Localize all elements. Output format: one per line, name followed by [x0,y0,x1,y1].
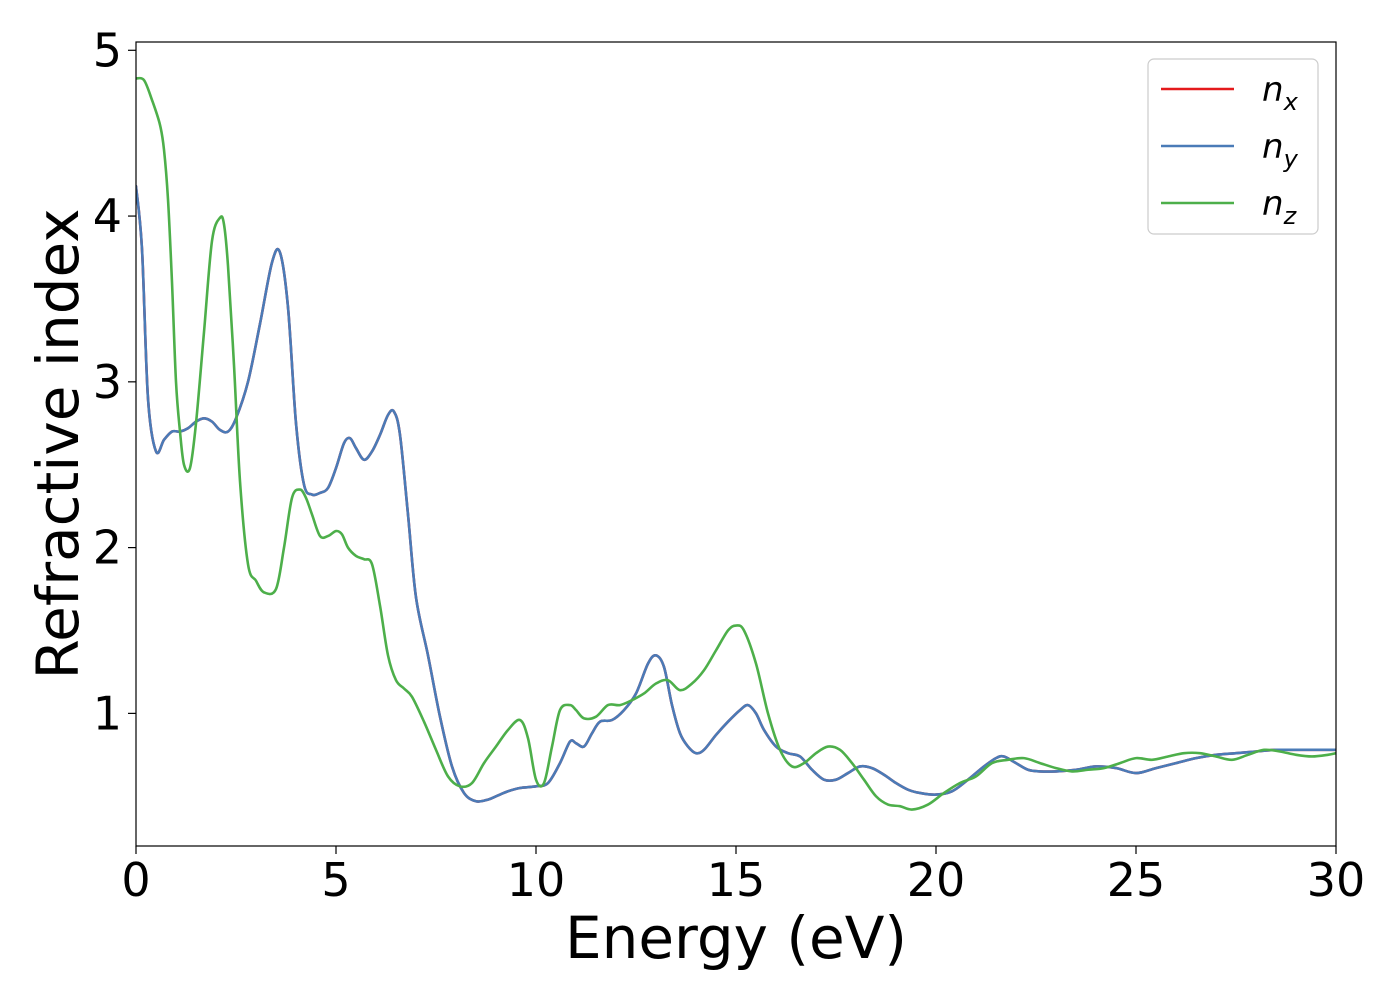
x-tick-label: 10 [507,853,566,907]
y-tick-label: 2 [93,521,122,575]
legend-item-ny: ny [1161,127,1299,173]
legend-label: ny [1262,127,1299,173]
x-tick-label: 25 [1107,853,1166,907]
x-axis-ticks: 0 5 10 15 20 25 30 [121,846,1365,907]
y-axis-ticks: 1 2 3 4 5 [93,23,136,740]
y-tick-label: 5 [93,23,122,77]
x-tick-label: 5 [321,853,350,907]
x-tick-label: 30 [1307,853,1366,907]
series-layer [136,76,1336,811]
x-axis-label: Energy (eV) [565,904,907,972]
legend-label: nx [1262,70,1299,116]
y-tick-label: 4 [93,189,122,243]
legend-item-nz: nz [1161,184,1298,230]
y-tick-label: 3 [93,355,122,409]
series-line-ny [136,184,1336,803]
legend-item-nx: nx [1161,70,1299,116]
x-tick-label: 15 [707,853,766,907]
y-axis-label: Refractive index [24,208,92,679]
legend-label: nz [1262,184,1298,230]
legend: nx ny nz [1147,58,1319,235]
x-tick-label: 20 [907,853,966,907]
series-line-nz [136,76,1336,811]
x-tick-label: 0 [121,853,150,907]
series-group [136,76,1336,811]
y-tick-label: 1 [93,686,122,740]
